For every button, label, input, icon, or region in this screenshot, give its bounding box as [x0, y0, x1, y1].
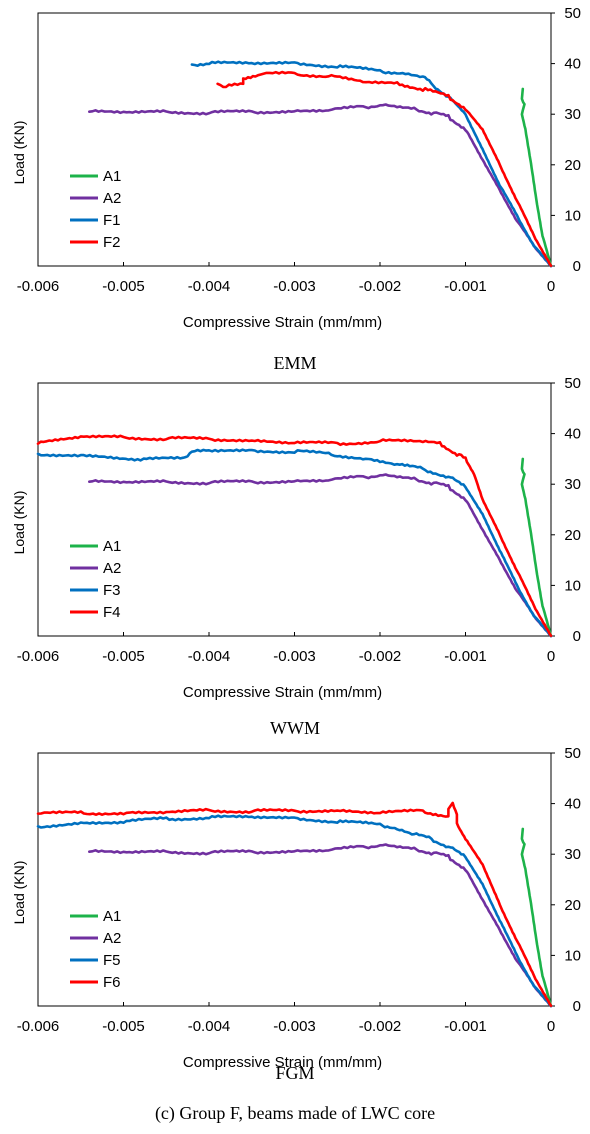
- x-tick-label: -0.001: [444, 648, 487, 665]
- x-tick-label: -0.002: [359, 278, 402, 295]
- x-tick-label: -0.002: [359, 1018, 402, 1035]
- x-tick-label: -0.005: [102, 1018, 145, 1035]
- legend-label: F1: [103, 212, 121, 229]
- x-tick-label: -0.004: [188, 1018, 231, 1035]
- chart-3: -0.006 -0.005 -0.004 -0.003 -0.002 -0.001 0 0 10…: [11, 745, 581, 1083]
- y-tick-label: 20: [564, 897, 581, 914]
- y-tick-label: 40: [564, 56, 581, 73]
- series-line-a1: [520, 827, 553, 1008]
- figure-caption: (c) Group F, beams made of LWC core: [155, 1103, 435, 1124]
- legend-label: F2: [103, 234, 121, 251]
- x-tick-label: 0: [547, 278, 555, 295]
- y-tick-label: 20: [564, 157, 581, 174]
- y-tick-label: 10: [564, 947, 581, 964]
- y-tick-label: 40: [564, 426, 581, 443]
- y-tick-label: 10: [564, 207, 581, 224]
- series-line-f4: [36, 434, 553, 638]
- chart-title: FGM: [275, 1063, 314, 1083]
- x-tick-label: 0: [547, 648, 555, 665]
- legend-label: F5: [103, 952, 121, 969]
- y-tick-label: 30: [564, 846, 581, 863]
- y-tick-label: 30: [564, 476, 581, 493]
- legend-label: A2: [103, 560, 121, 577]
- y-axis-label: Load (KN): [11, 491, 27, 555]
- chart-1: -0.006 -0.005 -0.004 -0.003 -0.002 -0.001 0 0 10…: [11, 5, 581, 373]
- y-tick-label: 20: [564, 527, 581, 544]
- x-tick-label: -0.003: [273, 648, 316, 665]
- x-tick-label: -0.001: [444, 278, 487, 295]
- chart-title: EMM: [273, 353, 316, 373]
- legend-label: A1: [103, 168, 121, 185]
- x-tick-label: -0.003: [273, 1018, 316, 1035]
- chart-title: WWM: [270, 718, 320, 738]
- y-tick-label: 0: [573, 998, 581, 1015]
- x-tick-label: -0.002: [359, 648, 402, 665]
- legend-label: A2: [103, 930, 121, 947]
- x-tick-label: -0.006: [17, 278, 60, 295]
- x-tick-label: -0.004: [188, 278, 231, 295]
- series-line-f5: [36, 814, 553, 1008]
- y-tick-label: 0: [573, 628, 581, 645]
- series-line-a2: [88, 103, 553, 268]
- legend-label: F6: [103, 974, 121, 991]
- chart-2: -0.006 -0.005 -0.004 -0.003 -0.002 -0.001 0 0 10…: [11, 375, 581, 738]
- y-axis-label: Load (KN): [11, 861, 27, 925]
- series-line-f1: [190, 60, 553, 268]
- y-tick-label: 50: [564, 5, 581, 22]
- charts-container: -0.006 -0.005 -0.004 -0.003 -0.002 -0.001 0 0 10…: [11, 5, 581, 1083]
- y-tick-label: 0: [573, 258, 581, 275]
- x-tick-label: -0.005: [102, 648, 145, 665]
- series-line-f2: [216, 70, 553, 268]
- x-tick-label: -0.004: [188, 648, 231, 665]
- legend-label: F4: [103, 604, 121, 621]
- legend-label: F3: [103, 582, 121, 599]
- legend-label: A1: [103, 538, 121, 555]
- x-tick-label: -0.003: [273, 278, 316, 295]
- series-line-f6: [36, 801, 553, 1008]
- y-axis-label: Load (KN): [11, 121, 27, 185]
- series-line-a1: [520, 457, 553, 638]
- y-tick-label: 10: [564, 577, 581, 594]
- x-tick-label: -0.001: [444, 1018, 487, 1035]
- series-line-a1: [520, 87, 553, 268]
- legend-label: A2: [103, 190, 121, 207]
- y-tick-label: 50: [564, 745, 581, 762]
- x-axis-label: Compressive Strain (mm/mm): [183, 684, 382, 701]
- y-tick-label: 40: [564, 796, 581, 813]
- x-tick-label: -0.005: [102, 278, 145, 295]
- legend-label: A1: [103, 908, 121, 925]
- y-tick-label: 50: [564, 375, 581, 392]
- x-axis-label: Compressive Strain (mm/mm): [183, 314, 382, 331]
- x-tick-label: 0: [547, 1018, 555, 1035]
- x-tick-label: -0.006: [17, 648, 60, 665]
- x-axis-label: Compressive Strain (mm/mm): [183, 1054, 382, 1071]
- series-line-a2: [88, 843, 553, 1008]
- y-tick-label: 30: [564, 106, 581, 123]
- series-line-a2: [88, 473, 553, 638]
- x-tick-label: -0.006: [17, 1018, 60, 1035]
- series-line-f3: [36, 448, 553, 638]
